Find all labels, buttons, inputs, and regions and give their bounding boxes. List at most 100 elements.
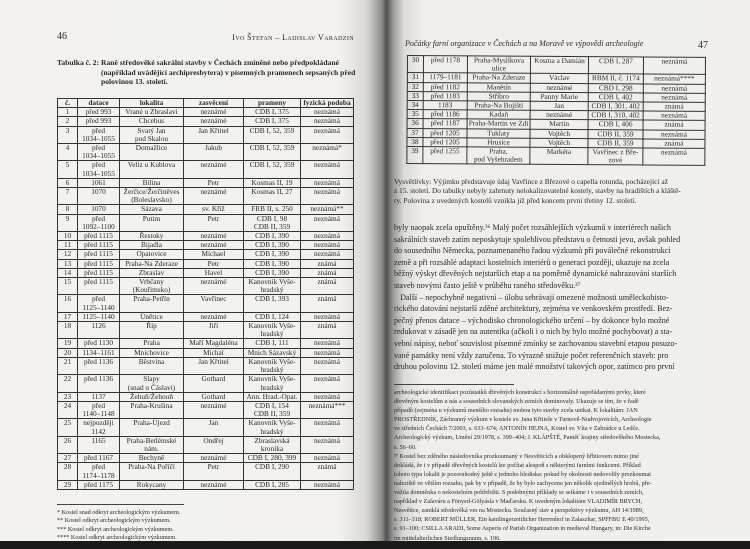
table-cell: neznámá (643, 92, 706, 103)
table-cell: Markéta (529, 147, 588, 166)
table-cell: neznámá (300, 187, 354, 206)
table-cell: CDB I, 280, 399 (243, 453, 301, 464)
table-cell: 25 (57, 418, 78, 437)
table-cell: Jan Křtitel (183, 356, 244, 376)
body-line: do sousedního Německa, poznamenaného řad… (394, 246, 671, 256)
table-row: 26 1165 Praha-Betlémské nám. Ondřej Zbraslav… (57, 435, 354, 455)
table-cell: před 993 (77, 107, 120, 118)
table-cell: před 1255 (422, 146, 467, 165)
table-cell: Praha-Na Poříčí (119, 462, 184, 481)
table-cell: neznámé (183, 277, 244, 296)
table-cell: Kanovník Vyše- hradský (243, 418, 301, 437)
body-line: redukovat v zásadě jen na autentika (ačk… (394, 327, 673, 337)
footnote-line: naleziště ve větším rozsahu, pak by v př… (394, 479, 652, 487)
footnote-line: s. 56–60. (394, 443, 417, 451)
table-cell: Kosmas II, 27 (243, 187, 301, 206)
table-cell: neznámé (183, 187, 244, 206)
table-cell: před 1187 (423, 119, 468, 129)
table-cell: Slapy (snad u Čáslavi) (119, 374, 184, 393)
table-cell: Bechyně (119, 453, 184, 464)
table-cell: 12 (57, 249, 78, 260)
table-cell: neznámá (642, 147, 705, 166)
footnote-line: dokládá, že i v případě dřevěných kostel… (394, 461, 641, 469)
table-cell: CDB I, 111 (243, 338, 301, 349)
table-cell: před 1174–1178 (77, 462, 120, 481)
table-cell: před 1115 (77, 231, 120, 242)
body-line: země a při rozsáhlé adaptaci kostelních … (394, 257, 670, 267)
table-cell: neznámé (183, 479, 244, 490)
table-cell: Kanovník Vyše- hradský (243, 277, 301, 296)
table-cell: Bijadla (119, 240, 184, 251)
table-cell: 39 (406, 146, 423, 165)
table-cell: před 1115 (77, 249, 120, 260)
table-cell: před 1205 (422, 128, 468, 138)
table-cell: Vrbčany (Kouřimsko) (119, 277, 184, 296)
table-cell: neznámá (300, 213, 354, 233)
table-cell: neznámá (300, 356, 354, 376)
table-cell: neznámá (300, 435, 354, 455)
table-cell: neznámá (643, 56, 706, 75)
table-cell: CDB I, 154 CDB II, 359 (243, 400, 301, 420)
table-cell: Kanovník Vyše- hradský (243, 321, 301, 340)
table-cell: Petr (183, 177, 244, 189)
table-cell: CDB I, 285 (243, 479, 301, 490)
table-row: 17 1125–1140 Únětice neznámé CDB I, 124 nezná… (57, 311, 354, 323)
table-cell: 38 (406, 137, 423, 147)
table-cell: 29 (57, 479, 78, 490)
table-cell: CDB I, 52, 359 (243, 143, 301, 162)
table-cell: nejpozději 1142 (77, 418, 120, 437)
table-cell: 1 (57, 107, 78, 118)
table-cell: CDB I, 393 (243, 294, 301, 313)
table-cell: Maří Magdaléna (183, 338, 244, 349)
table-cell: CDB I, 310, 402 (588, 110, 644, 121)
table-cell: Veliz u Kublova (119, 160, 184, 179)
table-cell: Putim (119, 213, 184, 233)
column-header: prameny (243, 97, 301, 109)
table-cell: Michal (183, 347, 244, 358)
table-cell: CDB I, 98 CDB II, 359 (243, 213, 301, 233)
table-cell: známá (643, 101, 706, 112)
table-cell: 11 (57, 240, 78, 251)
table-cell: před 1130 (77, 338, 120, 349)
table-cell: neznámá (300, 374, 354, 393)
table-cell: CDB I, 390 (243, 258, 301, 269)
table-cell: Petr (183, 462, 244, 481)
table-cell: Kanovník Vyše- hradský (243, 374, 301, 393)
table-cell: Zbraslav (119, 267, 184, 279)
table-cell: 13 (57, 258, 78, 269)
table-cell: známá (300, 294, 354, 313)
table-cell: CDB I, 390 (243, 249, 301, 260)
table-cell: Jan (183, 418, 244, 437)
table-cell: neznámá**** (643, 74, 706, 84)
table-row: 3 před 1034–1055 Svatý Jan pod Skalou Jan K… (57, 125, 354, 145)
table-cell: před 1115 (77, 240, 120, 251)
table-cell: 31 (407, 72, 424, 83)
table-cell: neznámá (300, 177, 354, 189)
table-cell: před 1136 (77, 374, 120, 393)
table-cell: neznámá (300, 479, 354, 490)
table-cell: 16 (57, 294, 78, 313)
table-cell: CDB I, 301, 402 (588, 101, 644, 112)
table-cell: známá (642, 138, 705, 149)
running-head: Počátky farní organizace v Čechách a na … (405, 39, 644, 48)
table-cell: Říp (119, 321, 184, 340)
table-cell: 15 (57, 277, 78, 296)
table-cell: Únětice (119, 311, 184, 323)
table-cell: Vojtěch (529, 128, 589, 139)
table-cell: 33 (407, 91, 424, 101)
body-line: běžný výskyt dřevěných nejstarších etap … (394, 269, 677, 279)
table-cell: 23 (57, 391, 78, 402)
table-row: 27 před 1167 Bechyně neznámé CDB I, 280, 399… (57, 453, 354, 464)
table-cell: Běstvina (119, 356, 184, 376)
table-caption: Tabulka č. 2: Raně středověké sakrální s… (57, 58, 357, 87)
footnote-line: im mittelalterlichen Siedlungsraum, s. 1… (394, 534, 501, 542)
table-cell: známá (643, 120, 706, 130)
table-cell: před 1092–1100 (77, 213, 120, 233)
table-cell: Jakub (183, 143, 244, 162)
footnote-separator (394, 384, 514, 385)
footnote-line: případů (zejména u výzkumů menšího rozsa… (394, 407, 638, 415)
table-cell: neznámé (183, 400, 244, 420)
table-cell: Praha, pod Vyšehradem (466, 146, 530, 165)
table-cell: neznámé (530, 110, 589, 121)
table-cell: Žehuň/Žehouň (119, 391, 184, 402)
